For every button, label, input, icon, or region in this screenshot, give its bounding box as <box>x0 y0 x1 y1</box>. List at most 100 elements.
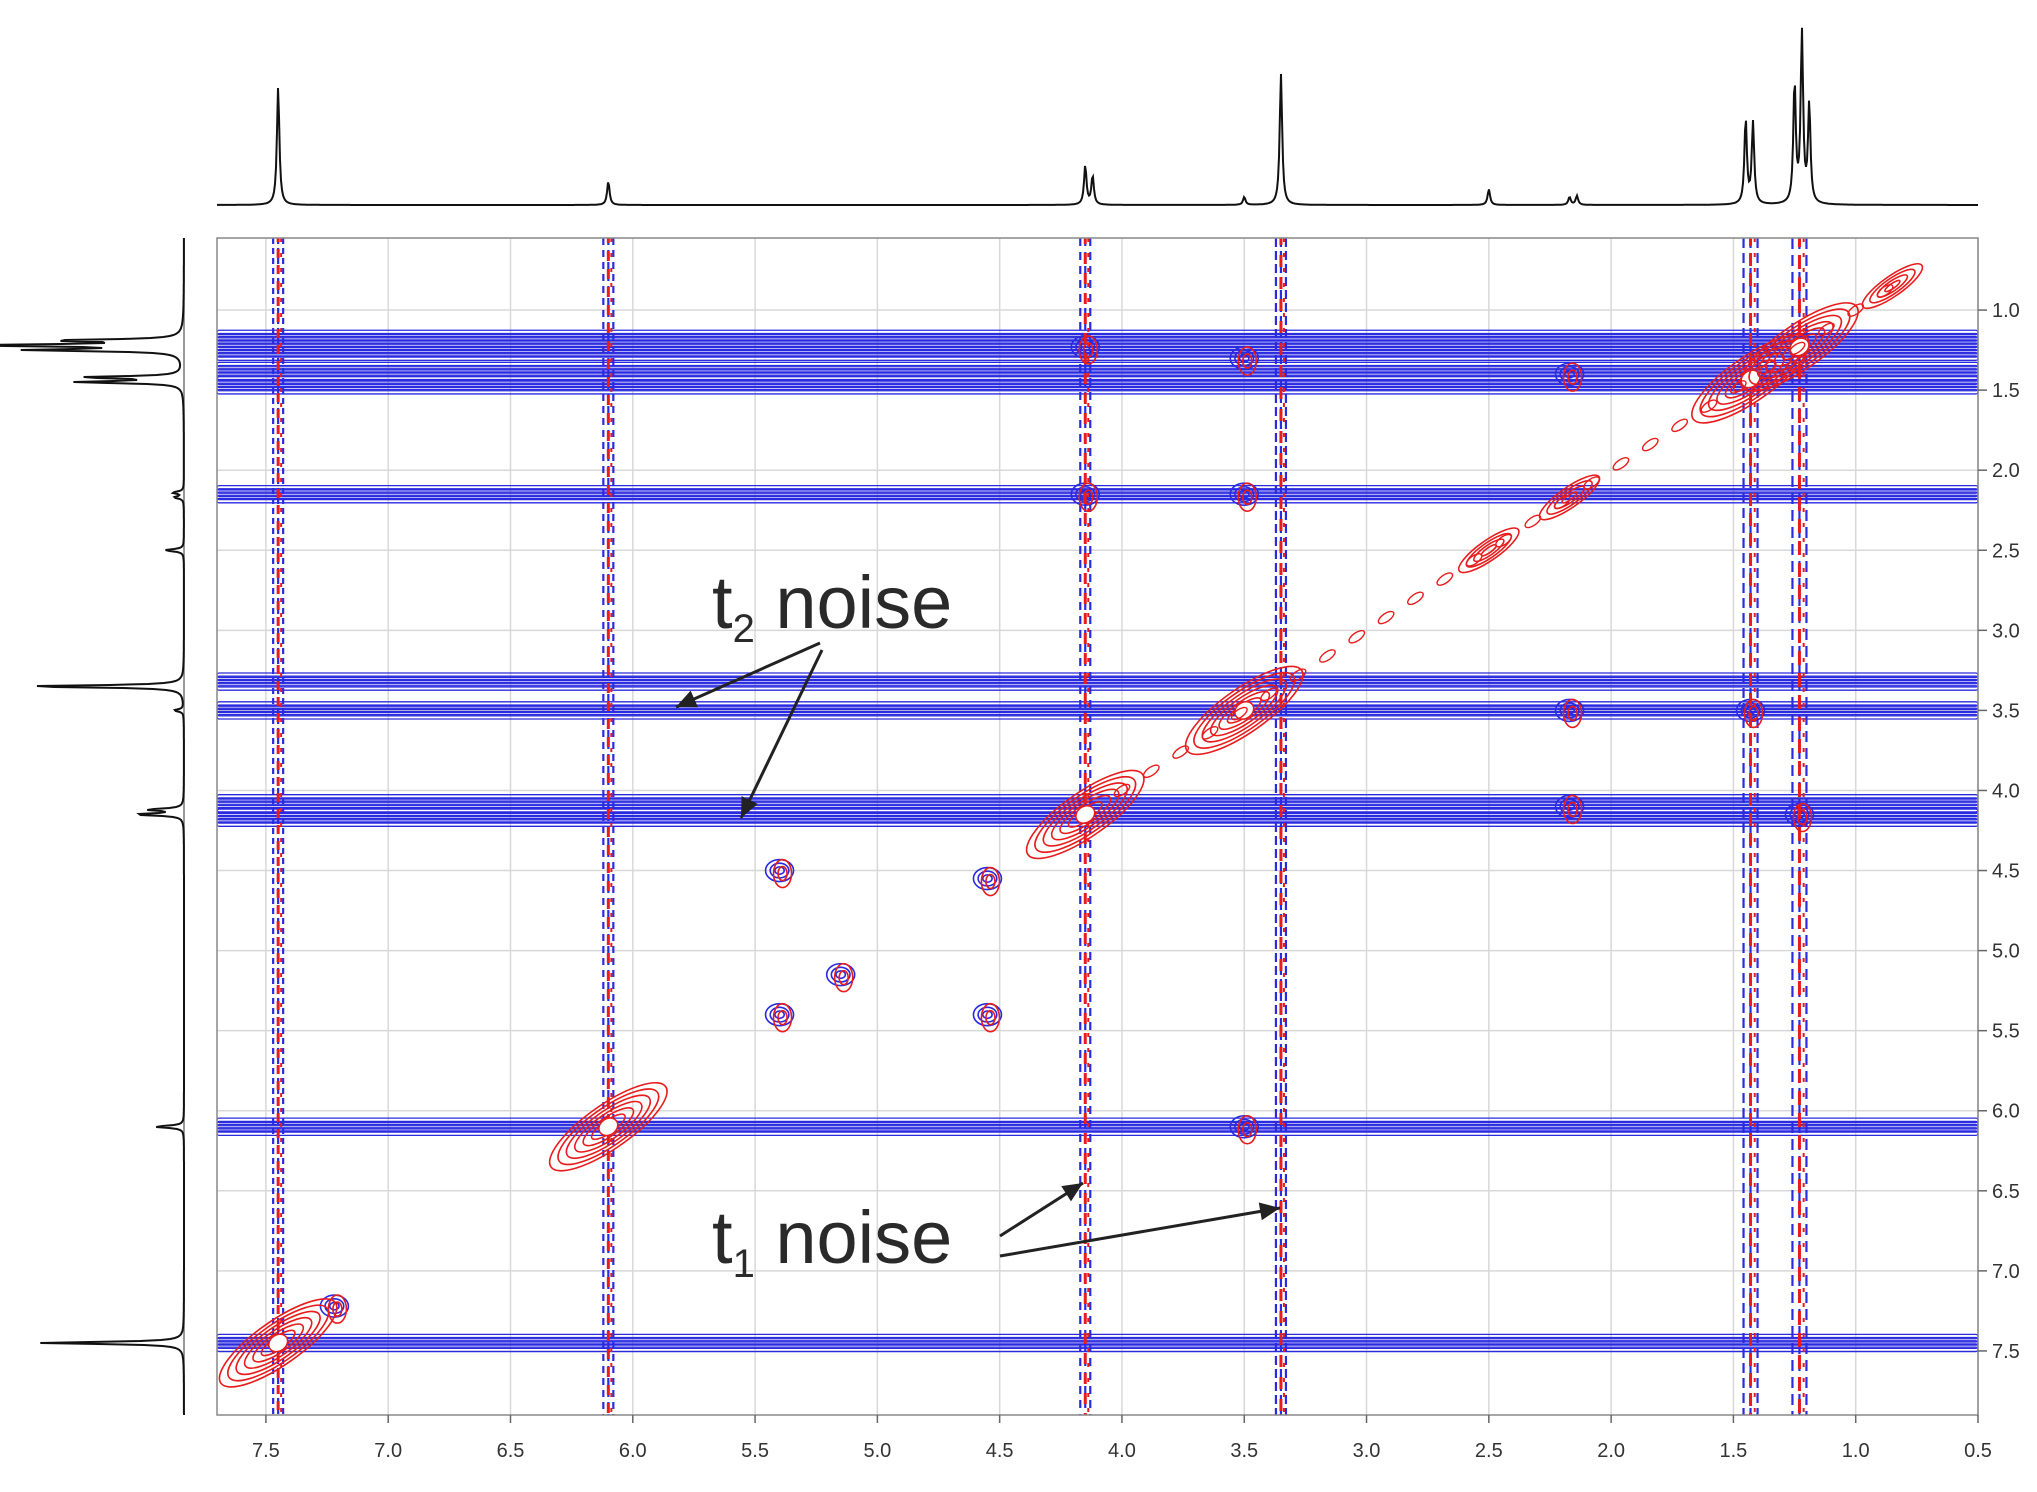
t1-noise-subscript: 1 <box>733 1242 755 1286</box>
diagonal-peak-contour <box>1756 314 1843 380</box>
t2-noise-band <box>217 332 1978 339</box>
y-tick-label: 4.5 <box>1992 861 2020 883</box>
diagonal-peak-contour <box>1193 671 1296 749</box>
plot-border <box>216 237 1979 1416</box>
x-tick-label: 7.0 <box>374 1440 402 1462</box>
diagonal-streak <box>1348 629 1366 644</box>
t2-noise-band <box>217 376 1978 382</box>
cross-peak-contour <box>1564 369 1576 379</box>
t2-noise-band <box>217 672 1978 679</box>
diagonal-streak <box>1289 668 1307 682</box>
t2-noise-band <box>217 1120 1978 1127</box>
diagonal-streak <box>1583 476 1600 490</box>
diagonal-peak-center <box>1075 805 1096 824</box>
y-tick-label: 6.5 <box>1992 1181 2020 1203</box>
t2-noise-band <box>217 388 1978 395</box>
t2-noise-band <box>217 704 1978 711</box>
cross-peak-contour <box>1567 369 1578 385</box>
t1-noise-word: noise <box>755 1196 952 1279</box>
diagonal-streak <box>1612 456 1630 471</box>
cross-peak-contour <box>1748 705 1759 722</box>
diagonal-peak-contour <box>1025 769 1145 860</box>
t1-noise-label: t1 noise <box>712 1196 952 1286</box>
diagonal-peak-contour <box>1059 794 1112 835</box>
cross-peak-contour <box>1564 802 1576 811</box>
diagonal-streak <box>1817 322 1835 337</box>
t1-noise-base: t <box>712 1196 733 1279</box>
t2-noise-band <box>217 361 1978 368</box>
x-tick-label: 1.0 <box>1842 1440 1870 1462</box>
cross-peak-contour <box>1238 1122 1250 1132</box>
diagonal-streak <box>1142 764 1160 779</box>
x-axis-ticks: 7.5 7.0 6.5 6.0 5.5 5.0 4.5 4.0 3.5 3.0 2.5 2.0 1.5 1… <box>252 1415 1992 1462</box>
diagonal-peak-center <box>1234 700 1255 720</box>
cross-peak-contour <box>838 969 849 986</box>
cross-peak-contour <box>777 1009 788 1026</box>
t2-noise-band <box>217 710 1978 717</box>
diagonal-streak <box>1524 514 1542 529</box>
cross-peak-contour <box>1564 705 1576 715</box>
diagonal-peak-contour <box>1218 690 1271 731</box>
diagonal-streak <box>1230 706 1248 721</box>
diagonal-streak <box>1876 284 1894 298</box>
cross-peak-contour <box>985 873 996 890</box>
x-tick-label: 3.0 <box>1353 1440 1381 1462</box>
y-tick-label: 1.0 <box>1992 300 2020 322</box>
diagonal-streak <box>1377 610 1395 625</box>
t2-noise-band <box>217 1127 1978 1133</box>
left-projection <box>0 238 185 1415</box>
x-tick-label: 6.0 <box>619 1440 647 1462</box>
t1-noise-arrow <box>999 1206 1281 1258</box>
diagonal-streak <box>1436 572 1454 586</box>
x-tick-label: 5.0 <box>863 1440 891 1462</box>
t2-noise-subscript: 2 <box>733 607 755 651</box>
cross-peak-contour <box>981 1010 993 1020</box>
cross-peak-contour <box>1241 1121 1253 1138</box>
cross-peak-contour <box>1241 489 1253 506</box>
diagonal-streak <box>1700 399 1718 413</box>
x-tick-label: 5.5 <box>741 1440 769 1462</box>
cross-peak-contour <box>1238 353 1250 363</box>
y-tick-label: 7.5 <box>1992 1341 2020 1363</box>
cross-peak-contour <box>772 1002 793 1033</box>
y-tick-label: 2.0 <box>1992 460 2020 482</box>
x-tick-label: 2.5 <box>1475 1440 1503 1462</box>
cross-peak-contour <box>1082 489 1094 506</box>
diagonal-peak-contour <box>1042 782 1129 847</box>
diagonal-streak <box>1788 341 1806 356</box>
diagonal-peak-contour <box>1765 320 1834 373</box>
x-tick-label: 2.0 <box>1597 1440 1625 1462</box>
diagonal-peak-contour <box>1209 684 1279 737</box>
t2-noise-band <box>217 1340 1978 1346</box>
cross-peak-contour <box>1078 482 1099 513</box>
diagonal-streak <box>1318 649 1336 663</box>
diagonal-peak-contour <box>1869 268 1916 304</box>
diagonal-peak <box>1739 302 1859 392</box>
negative-contours <box>218 238 1924 1415</box>
t2-noise-band <box>217 385 1978 392</box>
t2-noise-band <box>217 808 1978 815</box>
t2-noise-band <box>217 329 1978 336</box>
t1-noise-arrow-head <box>1061 1183 1083 1202</box>
cross-peak-contour <box>985 1009 996 1026</box>
t2-noise-band <box>217 675 1978 682</box>
cross-peak-contour <box>774 1010 786 1020</box>
t2-noise-band <box>217 1343 1978 1349</box>
diagonal-peak-contour <box>557 1088 660 1166</box>
y-tick-label: 7.0 <box>1992 1261 2020 1283</box>
t2-noise-band <box>217 1130 1978 1137</box>
t2-noise-arrow-head <box>741 796 758 818</box>
diagonal-peak-contour <box>548 1081 668 1172</box>
diagonal-peak-contour <box>1884 279 1901 293</box>
cross-peak-contour <box>1743 698 1764 729</box>
t2-noise-band <box>217 707 1978 714</box>
t2-noise-band <box>217 1333 1978 1340</box>
y-axis-ticks: 1.0 1.5 2.0 2.5 3.0 3.5 4.0 4.5 5.0 5.5 6.0 6.5 7.0 7… <box>1978 300 2020 1363</box>
t2-noise-band <box>217 1117 1978 1124</box>
y-tick-label: 5.5 <box>1992 1021 2020 1043</box>
t2-noise-base: t <box>712 561 733 644</box>
diagonal-peak-contour <box>573 1100 643 1153</box>
cross-peak-contour <box>980 1002 1001 1033</box>
